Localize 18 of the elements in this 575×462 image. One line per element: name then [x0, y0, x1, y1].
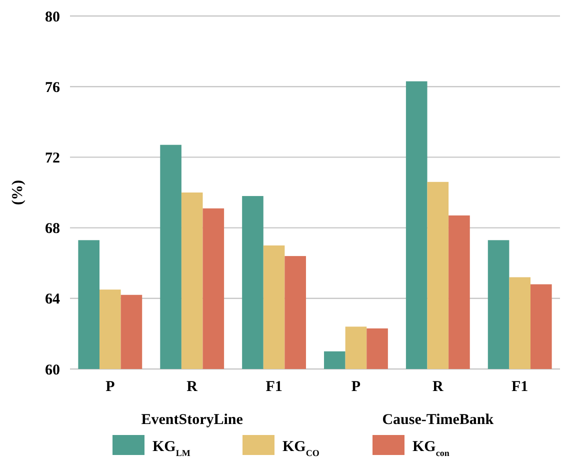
text: EventStoryLine [141, 412, 244, 428]
y-tick-label: 68 [45, 221, 60, 238]
x-tick-label: R [432, 379, 444, 395]
x-tick-label: F1 [266, 379, 282, 395]
y-tick-label: 72 [45, 150, 60, 166]
x-tick-label: P [351, 379, 361, 395]
legend-label: KG$_{con}$ [412, 439, 450, 458]
y-axis-title: (%) [10, 180, 26, 205]
text: Cause-TimeBank [382, 412, 494, 428]
legend-label: KG$_{LM}$ [152, 439, 191, 458]
y-tick-label: 64 [45, 292, 60, 308]
y-tick-label: 76 [45, 80, 60, 96]
x-tick-label: R [186, 379, 198, 395]
legend-label: KG$_{CO}$ [282, 439, 320, 458]
y-tick-label: 60 [45, 362, 60, 378]
y-tick-label: 80 [45, 9, 60, 26]
x-tick-label: F1 [512, 379, 528, 395]
x-tick-label: P [106, 379, 115, 395]
